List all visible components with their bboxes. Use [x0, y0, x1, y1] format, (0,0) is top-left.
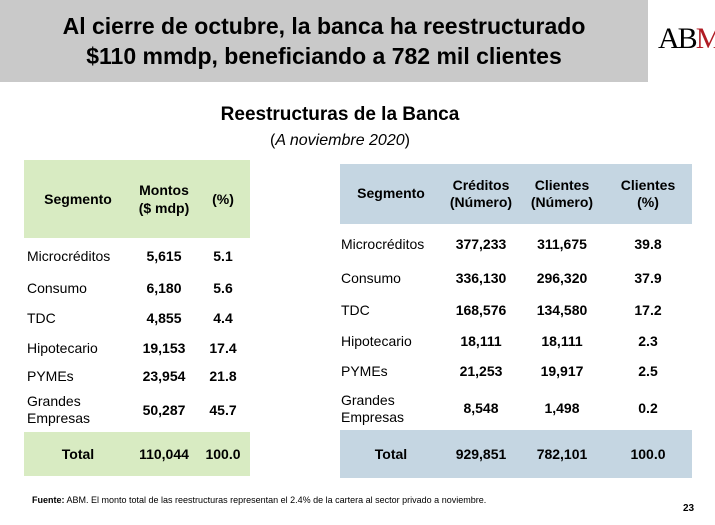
footnote-text: ABM. El monto total de las reestructuras…	[64, 495, 487, 505]
row-label: Hipotecario	[27, 340, 98, 356]
row-label: Microcréditos	[341, 236, 425, 252]
page-number: 23	[683, 503, 695, 514]
row-credits: 8,548	[463, 400, 499, 416]
total-label: Total	[61, 446, 95, 462]
row-amount: 50,287	[142, 402, 186, 418]
row-pct: 5.1	[213, 248, 233, 264]
row-label: Consumo	[341, 270, 401, 286]
row-clients: 19,917	[540, 363, 584, 379]
row-amount: 5,615	[146, 248, 182, 264]
slide-header: Al cierre de octubre, la banca ha reestr…	[0, 0, 648, 82]
row-label: PYMEs	[341, 363, 388, 379]
slide-title: Reestructuras de la Banca	[220, 104, 460, 125]
total-credits: 929,851	[455, 446, 507, 462]
row-label: PYMEs	[27, 368, 74, 384]
row-pct: 4.4	[213, 310, 233, 326]
source-footnote: Fuente: ABM. El monto total de las reest…	[32, 494, 562, 506]
row-label-1: Grandes	[27, 393, 81, 409]
row-label: Hipotecario	[341, 333, 412, 349]
header-line-1: Al cierre de octubre, la banca ha reestr…	[62, 13, 586, 39]
row-clients: 311,675	[537, 236, 587, 252]
left-header-segment: Segmento	[44, 191, 112, 207]
right-header-segment: Segmento	[357, 185, 425, 201]
total-pct: 100.0	[205, 446, 241, 462]
row-clients: 134,580	[536, 302, 588, 318]
row-pct: 5.6	[213, 280, 233, 296]
header-line-2: $110 mmdp, beneficiando a 782 mil client…	[86, 43, 562, 69]
left-header-amount-2: ($ mdp)	[138, 200, 190, 216]
row-clients: 1,498	[544, 400, 580, 416]
row-pct: 45.7	[209, 402, 237, 418]
right-header-clients-pct-1: Clientes	[620, 177, 676, 193]
right-header-credits-1: Créditos	[452, 177, 510, 193]
row-label: TDC	[27, 310, 56, 326]
left-table-total-bg	[24, 432, 250, 476]
total-clients: 782,101	[536, 446, 588, 462]
row-label-1: Grandes	[341, 392, 395, 408]
row-pct: 21.8	[209, 368, 237, 384]
slide-subtitle: (A noviembre 2020)	[270, 132, 410, 149]
right-table-header-bg	[340, 164, 692, 224]
left-table-header-bg	[24, 160, 250, 238]
right-table-total-bg	[340, 430, 692, 478]
row-label: Consumo	[27, 280, 87, 296]
right-header-clients-2: (Número)	[530, 194, 594, 210]
row-label-2: Empresas	[341, 409, 405, 425]
total-amount: 110,044	[139, 446, 189, 462]
row-pct: 17.4	[209, 340, 237, 356]
right-header-clients-1: Clientes	[534, 177, 590, 193]
row-clients: 296,320	[536, 270, 588, 286]
row-credits: 21,253	[459, 363, 503, 379]
row-credits: 377,233	[455, 236, 507, 252]
logo-letter-a: A	[658, 22, 680, 55]
row-label: TDC	[341, 302, 370, 318]
row-pct: 17.2	[634, 302, 662, 318]
row-pct: 39.8	[634, 236, 662, 252]
right-header-clients-pct-2: (%)	[637, 194, 659, 210]
logo-letter-m: M	[695, 22, 715, 55]
abm-logo: ABM	[650, 0, 715, 82]
left-header-amount-1: Montos	[139, 182, 189, 198]
total-pct: 100.0	[630, 446, 666, 462]
logo-letter-b: B	[677, 22, 698, 55]
row-amount: 19,153	[142, 340, 186, 356]
footnote-label: Fuente:	[32, 495, 65, 505]
right-header-credits-2: (Número)	[449, 194, 513, 210]
row-pct: 0.2	[638, 400, 658, 416]
row-label: Microcréditos	[27, 248, 111, 264]
row-pct: 2.3	[638, 333, 658, 349]
row-credits: 18,111	[460, 333, 502, 349]
total-label: Total	[374, 446, 408, 462]
row-pct: 2.5	[638, 363, 658, 379]
row-credits: 168,576	[455, 302, 507, 318]
row-label-2: Empresas	[27, 410, 91, 426]
row-clients: 18,111	[541, 333, 583, 349]
row-amount: 6,180	[146, 280, 182, 296]
row-amount: 4,855	[146, 310, 182, 326]
row-pct: 37.9	[634, 270, 662, 286]
row-credits: 336,130	[455, 270, 507, 286]
row-amount: 23,954	[142, 368, 186, 384]
left-header-pct: (%)	[212, 191, 234, 207]
